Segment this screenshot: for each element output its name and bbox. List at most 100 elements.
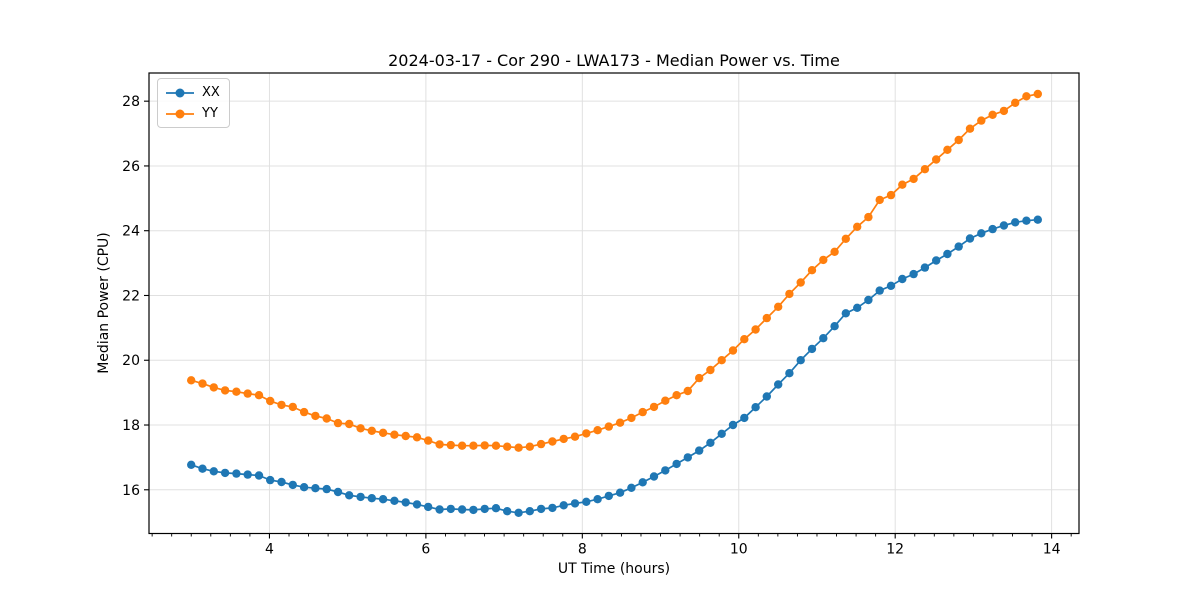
yy-data-point xyxy=(841,234,850,243)
yy-data-point xyxy=(220,386,230,395)
yy-data-point xyxy=(909,174,918,184)
yy-data-point xyxy=(1022,92,1031,101)
xx-data-point xyxy=(198,464,207,473)
x-tick-label: 4 xyxy=(265,542,274,558)
y-tick-label: 24 xyxy=(122,224,140,240)
y-tick-label: 26 xyxy=(122,159,140,175)
xx-data-point xyxy=(356,492,365,502)
yy-data-point xyxy=(401,431,410,441)
xx-data-point xyxy=(367,494,376,503)
yy-data-point xyxy=(570,432,580,441)
yy-data-point xyxy=(999,106,1009,116)
yy-data-point xyxy=(661,396,670,405)
xx-data-point xyxy=(909,269,918,279)
xx-data-point xyxy=(311,484,320,493)
yy-data-point xyxy=(457,441,467,450)
xx-data-point xyxy=(1033,215,1043,224)
xx-data-point xyxy=(841,309,850,318)
tick-layer: 4 6 8 10 12 14 16 18 20 22 24 26 28 xyxy=(122,94,1072,558)
yy-data-point xyxy=(988,110,997,120)
xx-data-point xyxy=(1022,216,1031,225)
xx-data-point xyxy=(649,472,659,481)
xx-data-point xyxy=(480,504,489,514)
xx-data-point xyxy=(785,369,794,378)
series-yy-line xyxy=(190,93,1038,449)
yy-data-point xyxy=(322,414,331,423)
xx-data-point xyxy=(209,467,218,476)
y-tick-label: 16 xyxy=(122,483,140,499)
xx-data-point xyxy=(898,274,907,284)
yy-data-point xyxy=(819,255,828,265)
yy-data-point xyxy=(367,426,376,435)
xx-data-point xyxy=(627,483,636,492)
yy-data-point xyxy=(977,116,986,125)
xx-data-point xyxy=(345,491,354,500)
xx-data-point xyxy=(390,496,399,505)
yy-data-point xyxy=(683,386,692,396)
xx-data-point xyxy=(187,460,196,469)
y-tick-label: 20 xyxy=(122,353,140,369)
xx-data-point xyxy=(695,446,704,455)
xx-data-point xyxy=(457,505,467,514)
y-tick-label: 28 xyxy=(122,94,140,110)
x-axis-label: UT Time (hours) xyxy=(557,561,671,577)
yy-data-point xyxy=(695,373,704,383)
xx-data-point xyxy=(807,344,817,354)
xx-data-point xyxy=(469,505,478,515)
yy-data-point xyxy=(503,442,512,451)
yy-data-point xyxy=(266,396,275,406)
yy-data-point xyxy=(243,389,252,398)
xx-data-point xyxy=(232,469,241,478)
legend-label-xx: XX xyxy=(202,85,220,100)
xx-data-point xyxy=(412,500,422,509)
xx-data-point xyxy=(954,242,963,251)
xx-data-point xyxy=(932,256,941,265)
xx-data-point xyxy=(751,403,760,412)
xx-data-point xyxy=(559,501,568,510)
x-tick-label: 10 xyxy=(730,542,748,558)
y-axis-label: Median Power (CPU) xyxy=(96,232,112,374)
yy-data-point xyxy=(649,402,659,412)
yy-data-point xyxy=(728,346,738,355)
yy-data-point xyxy=(604,422,613,431)
yy-data-point xyxy=(435,440,444,449)
legend: XX YY xyxy=(157,78,230,128)
yy-data-point xyxy=(254,391,264,400)
xx-data-point xyxy=(277,477,286,487)
yy-data-point xyxy=(627,413,636,423)
xx-data-point xyxy=(661,466,670,475)
xx-data-point xyxy=(424,502,433,512)
xx-data-point xyxy=(570,499,580,508)
yy-data-point xyxy=(898,180,907,189)
yy-data-point xyxy=(762,313,771,323)
yy-data-point xyxy=(853,222,862,231)
xx-data-point xyxy=(762,392,771,401)
xx-data-point xyxy=(378,495,388,504)
xx-data-point xyxy=(1011,218,1020,227)
yy-data-point xyxy=(717,356,726,365)
xx-data-point xyxy=(830,322,839,331)
xx-data-point xyxy=(243,470,252,479)
yy-data-point xyxy=(965,124,975,133)
yy-data-point xyxy=(932,155,941,164)
yy-data-point xyxy=(706,365,715,375)
yy-data-point xyxy=(864,212,873,222)
yy-data-point xyxy=(751,325,760,334)
xx-data-point xyxy=(706,438,715,447)
x-tick-label: 12 xyxy=(886,542,904,558)
xx-data-point xyxy=(220,468,230,478)
yy-data-point xyxy=(333,418,343,428)
yy-data-point xyxy=(446,440,455,450)
yy-data-point xyxy=(548,437,557,446)
xx-data-point xyxy=(774,380,783,389)
yy-data-point xyxy=(491,441,501,450)
xx-data-point xyxy=(943,249,952,259)
yy-data-point xyxy=(785,289,794,299)
yy-data-point xyxy=(774,302,783,311)
xx-data-point xyxy=(796,356,805,365)
plot-border xyxy=(148,72,1080,535)
yy-data-point xyxy=(299,407,309,417)
legend-item-yy: YY xyxy=(165,104,220,123)
y-tick-label: 22 xyxy=(122,288,140,304)
xx-data-point xyxy=(638,478,647,487)
